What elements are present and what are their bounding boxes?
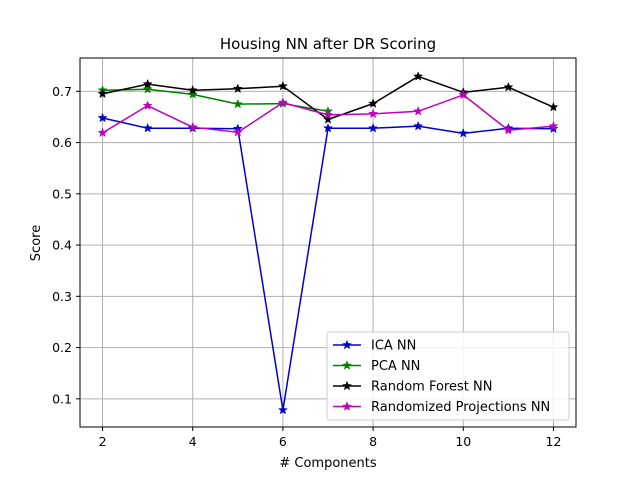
x-tick-label: 10: [455, 434, 471, 449]
y-tick-label: 0.4: [52, 238, 72, 253]
data-point-random-forest-nn: [368, 98, 379, 108]
x-axis-label: # Components: [279, 456, 376, 471]
data-point-randomized-projections-nn: [187, 121, 198, 132]
data-point-pca-nn: [142, 83, 153, 94]
data-point-randomized-projections-nn: [413, 105, 424, 116]
data-point-ica-nn: [413, 120, 424, 131]
data-point-random-forest-nn: [232, 83, 243, 94]
data-point-random-forest-nn: [503, 81, 514, 92]
legend-marker: [341, 380, 353, 391]
x-tick-label: 6: [279, 434, 287, 449]
grid: [80, 58, 576, 427]
x-tick-label: 4: [189, 434, 197, 449]
data-point-pca-nn: [232, 98, 243, 109]
data-point-random-forest-nn: [97, 88, 108, 99]
legend-box: [326, 331, 570, 421]
data-point-random-forest-nn: [187, 84, 198, 95]
legend: ICA NN PCA NN Random Forest NN Randomized P…: [326, 331, 570, 421]
data-point-randomized-projections-nn: [142, 100, 153, 110]
data-point-random-forest-nn: [277, 80, 288, 91]
y-tick-label: 0.1: [52, 391, 72, 406]
data-point-ica-nn: [142, 122, 153, 133]
data-point-randomized-projections-nn: [503, 124, 514, 135]
data-point-ica-nn: [368, 122, 379, 133]
plot-frame: [79, 57, 577, 428]
series-group: [97, 71, 559, 415]
data-point-randomized-projections-nn: [458, 89, 469, 100]
legend-label: ICA NN: [371, 339, 416, 354]
data-point-random-forest-nn: [322, 114, 334, 124]
data-point-randomized-projections-nn: [322, 109, 334, 120]
legend-label: Random Forest NN: [371, 380, 492, 395]
data-point-randomized-projections-nn: [548, 120, 559, 131]
legend-label: Randomized Projections NN: [371, 400, 550, 415]
y-tick-label: 0.6: [52, 135, 72, 150]
legend-marker: [341, 360, 353, 370]
data-point-ica-nn: [322, 122, 334, 133]
chart-title: Housing NN after DR Scoring: [220, 35, 436, 53]
x-tick-label: 2: [99, 434, 107, 449]
data-point-pca-nn: [187, 89, 198, 99]
y-tick-label: 0.3: [52, 289, 72, 304]
data-point-ica-nn: [458, 128, 469, 138]
y-tick-label: 0.2: [52, 340, 72, 355]
ticks: 2 4 6 8 10 12 0.1 0.2 0.3 0.4 0.5 0.6 0.7: [52, 84, 561, 449]
y-tick-label: 0.7: [52, 84, 72, 99]
legend-marker: [341, 401, 353, 411]
legend-marker: [341, 339, 353, 350]
data-point-randomized-projections-nn: [277, 97, 288, 107]
data-point-randomized-projections-nn: [368, 108, 379, 119]
x-tick-label: 12: [546, 434, 562, 449]
data-point-randomized-projections-nn: [97, 127, 108, 138]
data-point-random-forest-nn: [142, 78, 153, 89]
y-axis-label: Score: [29, 225, 44, 261]
y-tick-label: 0.5: [52, 186, 72, 201]
data-point-ica-nn: [97, 112, 108, 123]
data-point-random-forest-nn: [548, 101, 559, 112]
data-point-randomized-projections-nn: [232, 126, 243, 137]
data-point-random-forest-nn: [413, 71, 424, 81]
data-point-ica-nn: [277, 404, 288, 415]
legend-label: PCA NN: [371, 359, 420, 374]
x-tick-label: 8: [369, 434, 377, 449]
